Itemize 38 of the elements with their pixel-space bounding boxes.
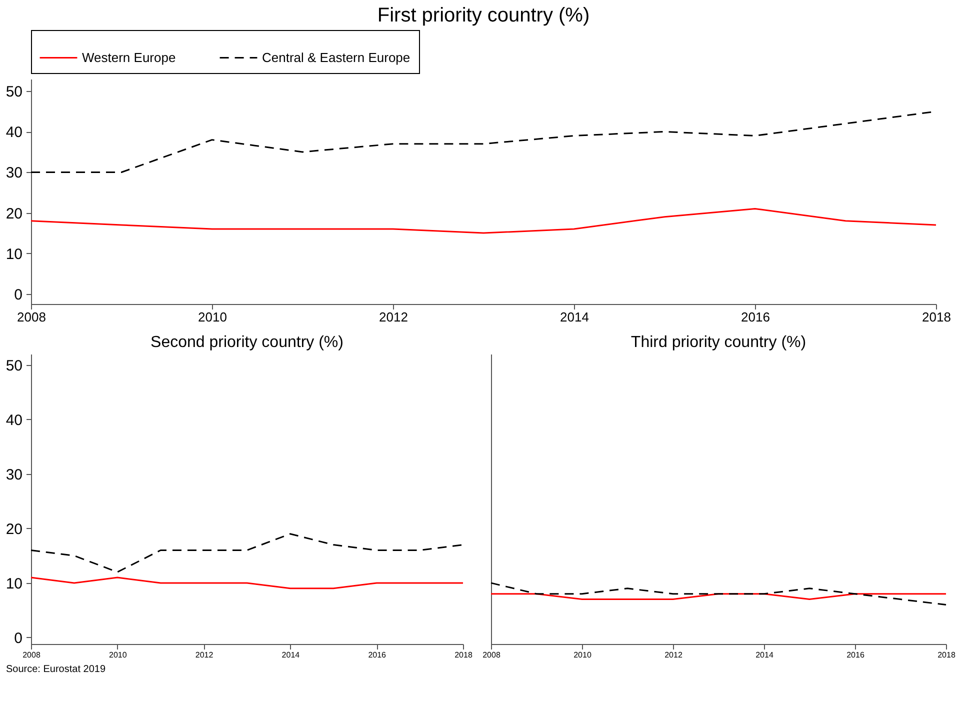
x-tick-label: 2012: [379, 310, 408, 324]
y-tick-label: 30: [6, 466, 22, 484]
chart-title: Third priority country (%): [630, 334, 806, 351]
line-series: [30, 208, 937, 234]
x-tick-label: 2012: [664, 650, 683, 660]
y-tick-label: 40: [6, 124, 22, 142]
y-tick-label: 0: [14, 630, 22, 647]
x-tick-label: 2016: [741, 310, 770, 324]
y-tick-label: 10: [6, 575, 22, 592]
y-tick-label: 50: [6, 357, 22, 374]
y-tick-label: 0: [14, 286, 22, 304]
x-tick-label: 2010: [574, 650, 592, 660]
y-tick-label: 10: [6, 246, 22, 263]
legend-label: Western Europe: [82, 50, 176, 65]
line-series: [30, 533, 464, 573]
y-tick-label: 40: [6, 412, 22, 429]
x-tick-label: 2018: [454, 650, 473, 660]
legend-label: Central & Eastern Europe: [262, 50, 410, 65]
x-tick-label: 2010: [198, 310, 227, 324]
y-tick-label: 50: [6, 84, 22, 101]
x-tick-label: 2014: [560, 310, 589, 324]
x-tick-label: 2016: [846, 650, 865, 660]
y-tick-label: 20: [6, 205, 22, 222]
x-tick-label: 2018: [938, 650, 956, 660]
x-tick-label: 2010: [109, 650, 128, 660]
y-tick-label: 20: [6, 520, 22, 538]
chart-title: Second priority country (%): [150, 334, 344, 351]
x-tick-label: 2008: [17, 310, 46, 324]
y-tick-label: 30: [6, 164, 22, 182]
x-tick-label: 2018: [922, 310, 951, 324]
x-tick-label: 2016: [368, 650, 387, 660]
x-tick-label: 2014: [282, 650, 300, 660]
x-tick-label: 2012: [195, 650, 214, 660]
chart-title: First priority country (%): [377, 4, 590, 26]
source-note: Source: Eurostat 2019: [6, 664, 107, 675]
x-tick-label: 2008: [22, 650, 41, 660]
x-tick-label: 2014: [756, 650, 774, 660]
x-tick-label: 2008: [482, 650, 501, 660]
